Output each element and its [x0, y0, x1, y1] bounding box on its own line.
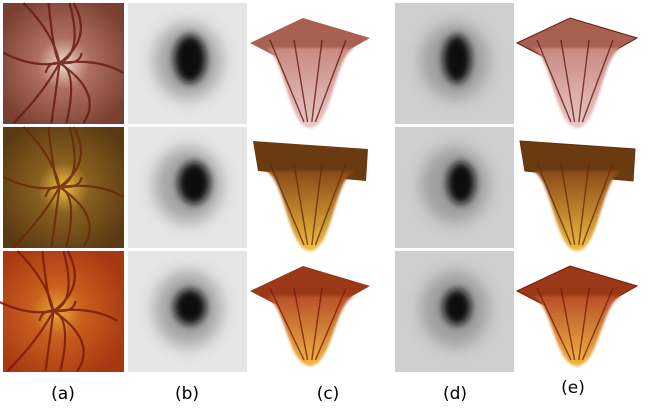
depth-cup [443, 35, 471, 83]
column-label: (a) [51, 384, 75, 404]
figure: (a) (b) (c) (d) (e) [0, 0, 654, 410]
surface-3d [250, 266, 370, 366]
column-label: (b) [175, 384, 199, 404]
surface-3d [253, 141, 368, 251]
depth-cup [178, 162, 210, 204]
column-label: (e) [561, 378, 585, 398]
surface-3d [250, 18, 370, 128]
surface-3d [517, 18, 637, 128]
depth-cup [174, 35, 206, 83]
column-label: (d) [443, 384, 467, 404]
depth-cup [447, 162, 475, 204]
depth-cup [443, 289, 471, 325]
surface-3d [520, 141, 635, 251]
surface-3d [517, 266, 637, 366]
depth-cup [174, 289, 206, 325]
column-label: (c) [317, 384, 340, 404]
